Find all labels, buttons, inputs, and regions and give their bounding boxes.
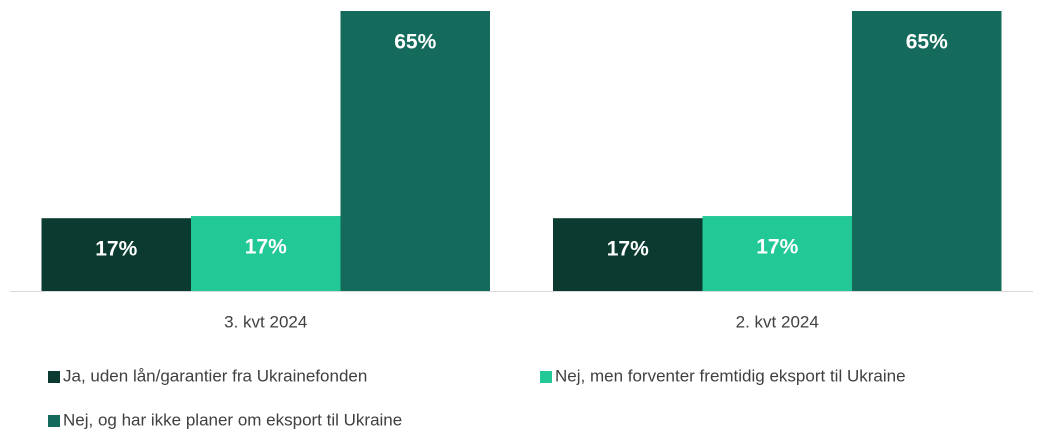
value-label: 17% [245, 236, 287, 259]
x-tick-label: 3. kvt 2024 [224, 312, 307, 331]
legend-label: Nej, og har ikke planer om eksport til U… [63, 410, 402, 429]
bar [852, 11, 1002, 291]
value-label: 17% [756, 236, 798, 259]
bar [702, 216, 852, 291]
value-label: 17% [95, 238, 137, 261]
legend-swatch [540, 371, 552, 383]
bar [340, 11, 490, 291]
value-label: 17% [607, 238, 649, 261]
legend-swatch [48, 371, 60, 383]
value-label: 65% [906, 31, 948, 54]
legend-label: Ja, uden lån/garantier fra Ukrainefonden [63, 366, 367, 385]
x-tick-label: 2. kvt 2024 [736, 312, 819, 331]
legend-swatch [48, 415, 60, 427]
bar [191, 216, 341, 291]
legend-label: Nej, men forventer fremtidig eksport til… [555, 366, 906, 385]
bar [553, 218, 703, 291]
bar [41, 218, 191, 291]
value-label: 65% [394, 31, 436, 54]
